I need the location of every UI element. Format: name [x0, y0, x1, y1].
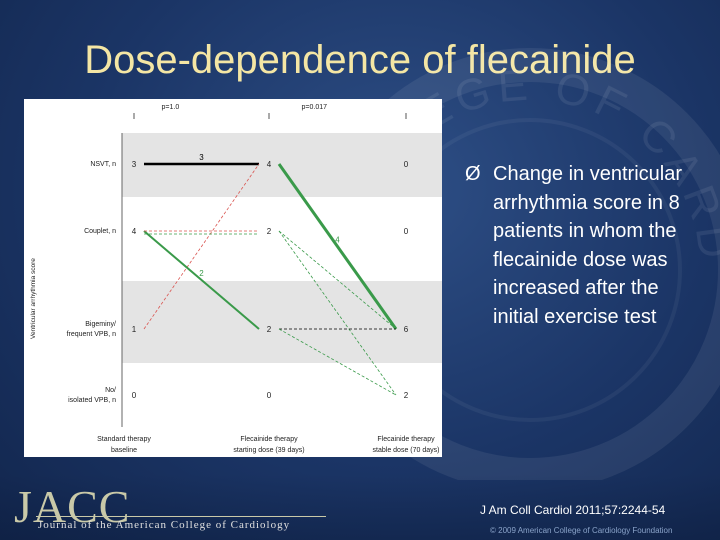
count-0-0: 3: [132, 160, 137, 169]
band-2: [122, 281, 442, 363]
level-label-3-0: No/: [105, 387, 116, 394]
count-2-2: 6: [404, 325, 409, 334]
category-label-2-1: stable dose (70 days): [373, 447, 440, 454]
band-3: [122, 363, 442, 427]
category-label-1-1: starting dose (39 days): [233, 447, 304, 454]
transition-1: [143, 163, 260, 330]
slide-title: Dose-dependence of flecainide: [84, 38, 636, 82]
citation: J Am Coll Cardiol 2011;57:2244-54: [480, 503, 666, 517]
level-label-2-0: Bigeminy/: [85, 321, 116, 328]
category-label-0-0: Standard therapy: [97, 436, 151, 443]
level-label-2-1: frequent VPB, n: [67, 331, 117, 338]
count-1-2: 0: [404, 227, 409, 236]
transition-label-2: 2: [199, 269, 204, 278]
transition-7: [278, 230, 397, 330]
transition-2: [143, 230, 260, 330]
arrhythmia-chart: p=1.0 p=0.017 Ventricular arrhythmia score…: [24, 99, 442, 457]
p-value-1: p=1.0: [162, 104, 180, 111]
logo-rule: [36, 516, 326, 517]
level-label-1-0: Couplet, n: [84, 228, 116, 235]
count-2-1: 2: [267, 325, 272, 334]
level-label-0-0: NSVT, n: [90, 161, 116, 168]
category-label-2-0: Flecainide therapy: [377, 436, 435, 443]
copyright: © 2009 American College of Cardiology Fo…: [490, 526, 673, 535]
y-axis-label: Ventricular arrhythmia score: [30, 258, 37, 339]
jacc-logo: JACC: [14, 481, 131, 532]
count-3-0: 0: [132, 391, 137, 400]
count-3-2: 2: [404, 391, 409, 400]
bullet-marker: Ø: [465, 163, 481, 185]
count-0-2: 0: [404, 160, 409, 169]
count-2-0: 1: [132, 325, 137, 334]
level-label-3-1: isolated VPB, n: [68, 397, 116, 404]
count-1-0: 4: [132, 227, 137, 236]
category-label-0-1: baseline: [111, 447, 137, 454]
band-1: [122, 197, 442, 281]
count-0-1: 4: [267, 160, 272, 169]
bullet-text: Change in ventricular arrhythmia score i…: [493, 163, 682, 328]
transition-6: [278, 230, 397, 396]
journal-name: Journal of the American College of Cardi…: [38, 519, 291, 531]
p-value-2: p=0.017: [302, 104, 328, 111]
transition-label-5: 4: [335, 236, 340, 245]
transition-5: [277, 163, 398, 330]
count-1-1: 2: [267, 227, 272, 236]
category-label-1-0: Flecainide therapy: [240, 436, 298, 443]
chart-svg: p=1.0 p=0.017 Ventricular arrhythmia score…: [30, 104, 442, 454]
count-3-1: 0: [267, 391, 272, 400]
transition-label-0: 3: [199, 153, 204, 162]
transition-9: [278, 328, 397, 396]
footer-band: [0, 474, 720, 540]
